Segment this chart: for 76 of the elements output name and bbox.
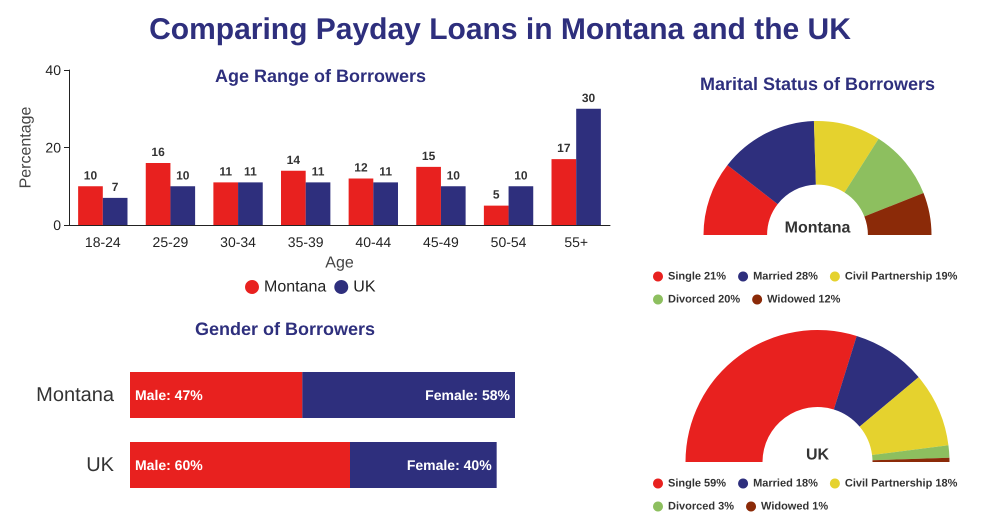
data-label: 40%: [464, 457, 492, 473]
y-tick-label: 0: [53, 217, 62, 233]
text: UK: [806, 446, 830, 464]
bar: [373, 182, 398, 225]
legend-label: Widowed 12%: [767, 294, 841, 306]
data-label: 60%: [174, 457, 204, 473]
legend-label: Civil Partnership 19%: [844, 270, 958, 282]
legend-label: UK: [353, 278, 376, 296]
text: Male:: [135, 457, 171, 473]
bar: [281, 170, 306, 225]
x-tick-label: 50-54: [490, 234, 527, 250]
data-label: 12: [354, 160, 368, 174]
legend-label: Single 59%: [668, 478, 726, 490]
x-tick-label: 45-49: [423, 234, 460, 250]
legend-label: Civil Partnership 18%: [844, 478, 958, 490]
chart-title: Marital Status of Borrowers: [700, 74, 936, 94]
legend-label: Divorced 20%: [668, 294, 740, 306]
data-label: 10: [446, 168, 460, 182]
text: Female:: [406, 457, 460, 473]
bar: [78, 186, 103, 225]
y-tick-label: 20: [45, 140, 62, 156]
data-label: 47%: [174, 387, 204, 403]
bar: [170, 186, 196, 225]
bar: [102, 198, 128, 225]
x-tick-label: 30-34: [220, 234, 256, 250]
bar: [302, 372, 515, 418]
data-label: 10: [84, 168, 98, 182]
x-tick-label: 25-29: [152, 234, 189, 250]
bar: [130, 372, 302, 418]
x-tick-label: 55+: [564, 234, 588, 250]
data-label: 11: [312, 164, 325, 178]
bar: [348, 178, 374, 225]
y-axis-title: Percentage: [18, 106, 34, 188]
bar: [350, 442, 497, 488]
legend-label: Married 28%: [753, 270, 818, 282]
data-label: 16: [151, 145, 166, 159]
bar: [416, 166, 441, 225]
data-label: 11: [219, 164, 232, 178]
text: Comparing Payday Loans in Montana and the UK: [149, 13, 851, 47]
data-label: 11: [244, 164, 258, 178]
x-axis-title: Age: [325, 254, 354, 272]
chart-title: Gender of Borrowers: [195, 319, 376, 339]
data-label: 7: [112, 180, 119, 194]
data-label: 10: [514, 168, 528, 182]
x-tick-label: 35-39: [288, 234, 324, 250]
bar: [576, 108, 601, 225]
series-label: Male:: [135, 387, 171, 403]
x-tick-label: 18-24: [84, 234, 121, 250]
bar: [484, 206, 509, 225]
data-label: 17: [557, 141, 571, 156]
series-label: Female:: [425, 387, 478, 403]
bar: [306, 182, 330, 225]
data-label: 15: [422, 148, 436, 163]
data-label: 10: [176, 168, 190, 182]
bar: [440, 186, 466, 225]
bar: [508, 186, 534, 225]
data-label: 30: [582, 90, 596, 105]
y-tick-label: 40: [45, 62, 62, 78]
legend-label: Divorced 3%: [668, 500, 734, 512]
bar: [238, 182, 263, 225]
y-tick-label: Montana: [36, 384, 115, 406]
data-label: 58%: [482, 387, 511, 403]
data-label: 5: [492, 188, 500, 202]
data-label: 14: [286, 152, 300, 167]
bar: [213, 182, 238, 225]
legend-label: Single 21%: [668, 270, 726, 282]
legend-label: Widowed 1%: [761, 500, 828, 512]
bar: [146, 163, 170, 225]
legend-label: Married 18%: [753, 478, 818, 490]
x-tick-label: 40-44: [355, 234, 392, 250]
chart-title: Age Range of Borrowers: [215, 66, 426, 86]
bar: [552, 159, 576, 225]
legend-label: Montana: [264, 278, 326, 296]
text: Montana: [784, 220, 850, 236]
data-label: 11: [379, 164, 392, 178]
bar: [130, 442, 350, 488]
